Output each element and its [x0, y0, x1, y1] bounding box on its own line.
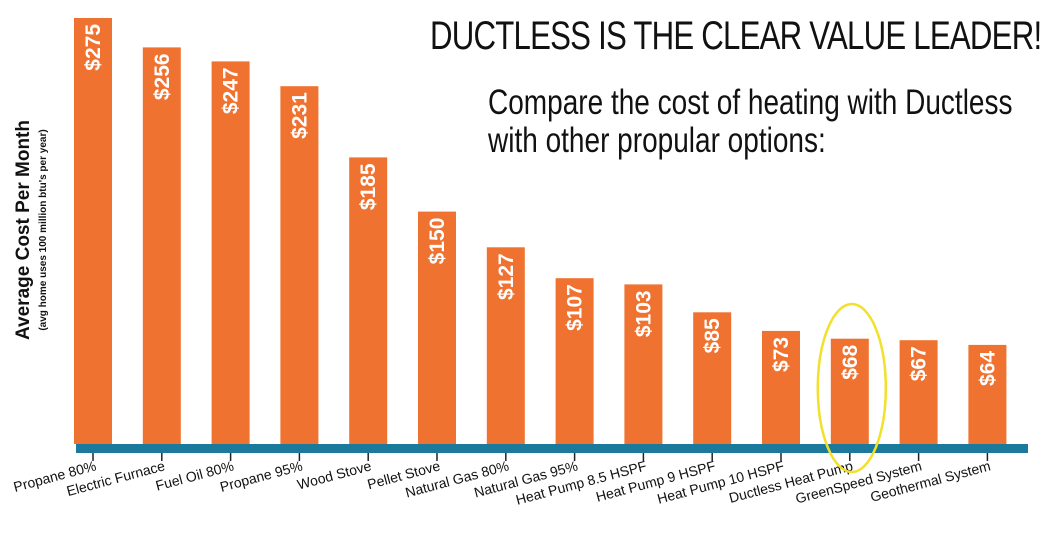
bar	[486, 247, 525, 444]
bar	[211, 61, 250, 445]
bar	[418, 211, 456, 444]
bar	[693, 312, 732, 444]
chart-title: DUCTLESS IS THE CLEAR VALUE LEADER!	[430, 14, 1042, 58]
bar	[555, 278, 594, 444]
data-label: $85	[701, 318, 724, 353]
data-label: $150	[426, 218, 449, 265]
bar	[349, 157, 388, 444]
data-label: $73	[770, 337, 793, 372]
data-label: $256	[151, 53, 174, 100]
bar	[968, 344, 1007, 444]
bar	[280, 86, 319, 444]
bar	[899, 340, 938, 444]
data-label: $275	[82, 24, 105, 71]
highlight-ellipse	[816, 302, 888, 474]
data-label: $103	[632, 290, 655, 337]
data-label: $247	[220, 67, 243, 114]
bar	[762, 330, 800, 444]
data-label: $68	[839, 344, 862, 379]
bar	[142, 47, 181, 445]
x-axis-baseline	[76, 444, 1028, 453]
y-axis-note: (avg home uses 100 million btu's per yea…	[38, 129, 49, 330]
data-label: $127	[495, 253, 518, 300]
bar	[74, 18, 112, 444]
chart-subtitle: Compare the cost of heating with Ductles…	[488, 84, 1012, 160]
data-label: $64	[976, 351, 999, 386]
subtitle-line-1: Compare the cost of heating with Ductles…	[488, 83, 1013, 122]
y-axis-label: Average Cost Per Month	[13, 120, 34, 340]
data-label: $231	[288, 92, 311, 139]
data-label: $185	[357, 163, 380, 210]
bar	[624, 284, 663, 444]
data-label: $67	[908, 346, 931, 381]
data-label: $107	[564, 284, 587, 331]
bar	[830, 338, 869, 444]
subtitle-line-2: with other propular options:	[488, 121, 826, 160]
x-tick-label: Wood Stove	[295, 457, 373, 492]
